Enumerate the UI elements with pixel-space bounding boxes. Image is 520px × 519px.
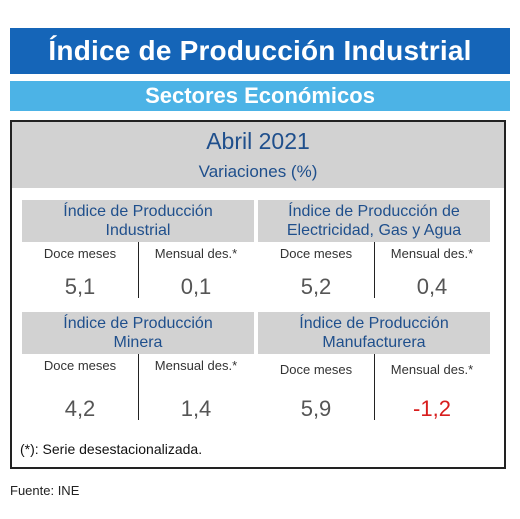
monthly-value-negative: -1,2	[413, 396, 451, 421]
twelve-month-label: Doce meses	[43, 246, 117, 261]
panel-divider	[374, 242, 375, 298]
main-title: Índice de Producción Industrial	[10, 28, 510, 74]
panel-divider	[138, 354, 139, 420]
panel-manufacturing-title: Índice de Producción Manufacturera	[258, 312, 490, 354]
monthly-value: 0,1	[180, 274, 212, 299]
twelve-month-value: 5,1	[64, 274, 96, 299]
panel-title-line2: Electricidad, Gas y Agua	[286, 222, 462, 239]
panel-title-line2: Industrial	[105, 222, 171, 239]
panel-manufacturing: Índice de Producción Manufacturera Doce …	[258, 312, 490, 422]
period-title: Abril 2021	[206, 128, 310, 154]
period-subtitle: Variaciones (%)	[198, 162, 318, 181]
panel-mining: Índice de Producción Minera Doce meses M…	[22, 312, 254, 422]
monthly-label: Mensual des.*	[154, 358, 238, 373]
panel-electricity-title: Índice de Producción de Electricidad, Ga…	[258, 200, 490, 242]
panel-industrial-title: Índice de Producción Industrial	[22, 200, 254, 242]
section-subtitle: Sectores Económicos	[10, 81, 510, 111]
panel-electricity: Índice de Producción de Electricidad, Ga…	[258, 200, 490, 300]
period-header: Abril 2021 Variaciones (%)	[12, 122, 504, 191]
monthly-label: Mensual des.*	[390, 246, 474, 261]
twelve-month-value: 5,9	[300, 396, 332, 421]
panel-title-line2: Minera	[113, 334, 163, 351]
panel-title-line1: Índice de Producción de	[288, 203, 460, 220]
panel-industrial: Índice de Producción Industrial Doce mes…	[22, 200, 254, 300]
panel-divider	[138, 242, 139, 298]
twelve-month-value: 4,2	[64, 396, 96, 421]
panel-title-line1: Índice de Producción	[63, 315, 213, 332]
twelve-month-label: Doce meses	[279, 362, 353, 377]
monthly-value: 1,4	[180, 396, 212, 421]
panel-title-line2: Manufacturera	[322, 334, 426, 351]
panel-title-line1: Índice de Producción	[63, 203, 213, 220]
footnote: (*): Serie desestacionalizada.	[20, 441, 203, 457]
twelve-month-value: 5,2	[300, 274, 332, 299]
monthly-value: 0,4	[416, 274, 448, 299]
monthly-label: Mensual des.*	[154, 246, 238, 261]
twelve-month-label: Doce meses	[43, 358, 117, 373]
twelve-month-label: Doce meses	[279, 246, 353, 261]
panel-divider	[374, 354, 375, 420]
source-credit: Fuente: INE	[10, 483, 80, 498]
panel-mining-title: Índice de Producción Minera	[22, 312, 254, 354]
panel-title-line1: Índice de Producción	[299, 315, 449, 332]
indicators-frame: Abril 2021 Variaciones (%) Índice de Pro…	[10, 120, 506, 469]
monthly-label: Mensual des.*	[390, 362, 474, 377]
